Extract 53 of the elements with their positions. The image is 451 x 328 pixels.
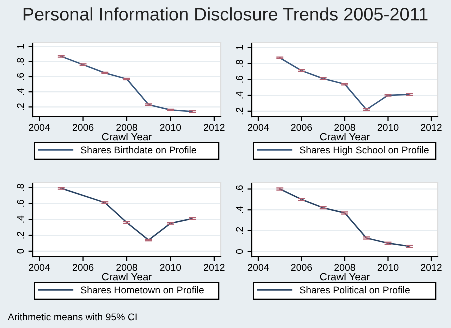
y-tick-label: .2 <box>17 232 24 239</box>
x-tick-label: 2008 <box>116 124 138 132</box>
x-tick-label: 2006 <box>291 264 312 272</box>
text: Arithmetic means with 95% CI <box>8 313 137 321</box>
line-series <box>279 57 411 111</box>
legend-label: Shares Political on Profile <box>300 286 410 294</box>
y-tick-label: .8 <box>17 184 24 191</box>
y-tick-label: 0 <box>236 249 244 254</box>
y-tick-label: .6 <box>236 186 244 192</box>
x-tick-label: 2008 <box>334 124 356 132</box>
x-tick-label: 2008 <box>334 264 356 272</box>
y-tick-label: .4 <box>236 92 244 99</box>
y-tick-label: .6 <box>17 73 24 80</box>
y-tick-label: .6 <box>236 76 244 83</box>
x-axis-title: Crawl Year <box>102 273 152 281</box>
x-tick-label: 2010 <box>160 124 182 132</box>
x-tick-label: 2010 <box>378 124 399 132</box>
x-tick-label: 2012 <box>421 264 442 272</box>
y-tick-label: 1 <box>236 46 244 50</box>
x-tick-label: 2004 <box>248 124 270 132</box>
legend-label: Shares Hometown on Profile <box>81 286 204 294</box>
chart-title: Personal Information Disclosure Trends 2005-2011 <box>24 8 428 21</box>
x-tick-label: 2006 <box>72 264 94 272</box>
y-tick-label: .8 <box>236 60 244 67</box>
y-tick-label: .4 <box>17 88 24 96</box>
y-tick-label: 0 <box>17 249 24 254</box>
x-tick-label: 2004 <box>29 264 50 272</box>
y-tick-label: .2 <box>236 227 244 234</box>
y-tick-label: 1 <box>17 44 24 49</box>
y-tick-label: .4 <box>236 206 244 214</box>
legend-label: Shares High School on Profile <box>300 146 429 156</box>
y-tick-label: .8 <box>17 58 24 66</box>
y-tick-label: .2 <box>17 104 24 110</box>
x-tick-label: 2012 <box>421 124 442 132</box>
x-tick-label: 2010 <box>160 264 182 272</box>
line-series <box>60 188 194 241</box>
y-tick-label: .4 <box>17 216 24 223</box>
x-tick-label: 2012 <box>204 264 225 272</box>
x-tick-label: 2004 <box>29 124 50 132</box>
x-tick-label: 2006 <box>72 124 94 132</box>
line-series <box>60 56 194 112</box>
x-tick-label: 2008 <box>116 264 138 272</box>
line-series <box>279 188 411 248</box>
x-axis-title: Crawl Year <box>320 133 370 141</box>
x-axis-title: Crawl Year <box>320 273 370 281</box>
legend-label: Shares Birthdate on Profile <box>81 146 196 154</box>
x-tick-label: 2004 <box>248 264 270 272</box>
x-axis-title: Crawl Year <box>102 133 152 141</box>
y-tick-label: .2 <box>236 108 244 115</box>
x-tick-label: 2010 <box>378 264 399 272</box>
x-tick-label: 2012 <box>204 124 225 132</box>
y-tick-label: .6 <box>17 200 24 207</box>
x-tick-label: 2006 <box>291 124 312 132</box>
